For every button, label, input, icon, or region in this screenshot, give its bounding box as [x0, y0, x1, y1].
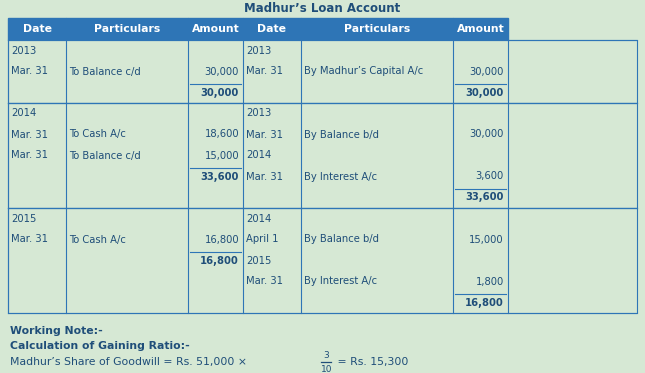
Text: Mar. 31: Mar. 31 [246, 66, 283, 76]
Text: Date: Date [257, 24, 286, 34]
Text: 2014: 2014 [11, 109, 36, 119]
Text: Working Note:-: Working Note:- [10, 326, 103, 336]
Text: April 1: April 1 [246, 235, 279, 244]
Bar [453, 18, 508, 40]
Text: Mar. 31: Mar. 31 [11, 129, 48, 140]
Text: 15,000: 15,000 [470, 235, 504, 244]
Text: 3: 3 [323, 351, 329, 360]
Text: To Cash A/c: To Cash A/c [69, 235, 126, 244]
Bar [301, 18, 453, 40]
Text: 33,600: 33,600 [466, 192, 504, 203]
Text: 33,600: 33,600 [201, 172, 239, 182]
Text: 30,000: 30,000 [470, 129, 504, 140]
Bar [188, 18, 243, 40]
Text: Mar. 31: Mar. 31 [11, 150, 48, 160]
Bar [8, 18, 66, 40]
Text: 15,000: 15,000 [204, 150, 239, 160]
Text: 30,000: 30,000 [466, 88, 504, 97]
Text: 30,000: 30,000 [201, 88, 239, 97]
Text: 2014: 2014 [246, 213, 272, 223]
Text: 18,600: 18,600 [204, 129, 239, 140]
Text: By Balance b/d: By Balance b/d [304, 129, 379, 140]
Text: 2013: 2013 [246, 46, 272, 56]
Text: 30,000: 30,000 [204, 66, 239, 76]
Text: Mar. 31: Mar. 31 [246, 172, 283, 182]
Text: By Interest A/c: By Interest A/c [304, 276, 377, 286]
Text: Mar. 31: Mar. 31 [246, 129, 283, 140]
Bar [243, 18, 301, 40]
Text: 2014: 2014 [246, 150, 272, 160]
Text: Amount: Amount [192, 24, 239, 34]
Text: Amount: Amount [457, 24, 504, 34]
Text: 2015: 2015 [246, 256, 272, 266]
Text: Mar. 31: Mar. 31 [246, 276, 283, 286]
Text: Date: Date [23, 24, 52, 34]
Bar [8, 208, 637, 313]
Bar [8, 103, 637, 208]
Text: 2015: 2015 [11, 213, 36, 223]
Text: 3,600: 3,600 [476, 172, 504, 182]
Text: 10: 10 [321, 364, 332, 373]
Text: By Interest A/c: By Interest A/c [304, 172, 377, 182]
Text: = Rs. 15,300: = Rs. 15,300 [334, 357, 409, 367]
Text: To Balance c/d: To Balance c/d [69, 150, 141, 160]
Text: Mar. 31: Mar. 31 [11, 235, 48, 244]
Text: 1,800: 1,800 [476, 276, 504, 286]
Text: Particulars: Particulars [94, 24, 160, 34]
Text: Calculation of Gaining Ratio:-: Calculation of Gaining Ratio:- [10, 341, 190, 351]
Text: To Cash A/c: To Cash A/c [69, 129, 126, 140]
Text: 30,000: 30,000 [470, 66, 504, 76]
Bar [8, 40, 637, 103]
Text: 2013: 2013 [246, 109, 272, 119]
Text: Particulars: Particulars [344, 24, 410, 34]
Text: 2013: 2013 [11, 46, 36, 56]
Text: By Balance b/d: By Balance b/d [304, 235, 379, 244]
Text: Mar. 31: Mar. 31 [11, 66, 48, 76]
Text: To Balance c/d: To Balance c/d [69, 66, 141, 76]
Text: 16,800: 16,800 [204, 235, 239, 244]
Text: By Madhur’s Capital A/c: By Madhur’s Capital A/c [304, 66, 423, 76]
Text: 16,800: 16,800 [200, 256, 239, 266]
Bar [66, 18, 188, 40]
Text: 16,800: 16,800 [465, 298, 504, 307]
Text: Madhur’s Loan Account: Madhur’s Loan Account [244, 1, 401, 15]
Text: Madhur’s Share of Goodwill = Rs. 51,000 ×: Madhur’s Share of Goodwill = Rs. 51,000 … [10, 357, 250, 367]
